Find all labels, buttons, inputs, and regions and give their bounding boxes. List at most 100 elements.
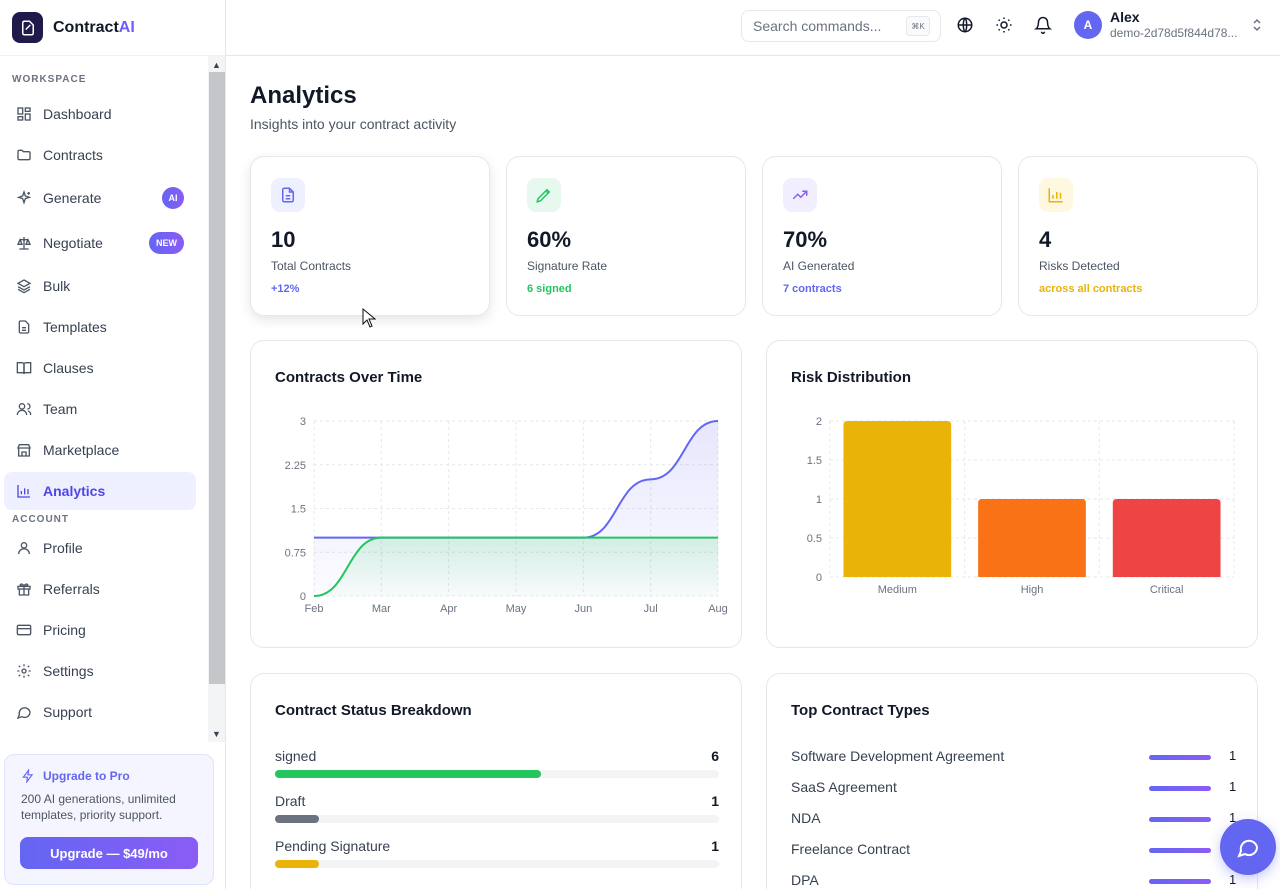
store-icon — [17, 444, 31, 457]
sidebar-item-bulk[interactable]: Bulk — [4, 267, 196, 305]
contracts-over-time-card: Contracts Over Time 0 0.75 1.5 2.25 3 Feb Mar A… — [250, 340, 742, 648]
sidebar-item-pricing[interactable]: Pricing — [4, 611, 196, 649]
upgrade-card: Upgrade to Pro 200 AI generations, unlim… — [4, 754, 214, 885]
brand[interactable]: ContractAI — [0, 0, 226, 56]
stat-card-risks-detected[interactable]: 4 Risks Detected across all contracts — [1018, 156, 1258, 316]
sidebar-item-clauses[interactable]: Clauses — [4, 349, 196, 387]
type-name: Software Development Agreement — [791, 748, 1005, 764]
sidebar-item-label: Team — [43, 401, 78, 417]
upgrade-description: 200 AI generations, unlimited templates,… — [21, 792, 176, 822]
x-tick-label: Critical — [1150, 584, 1184, 596]
upgrade-button[interactable]: Upgrade — $49/mo — [20, 837, 198, 869]
users-icon — [16, 403, 32, 416]
stat-card-ai-generated[interactable]: 70% AI Generated 7 contracts — [762, 156, 1002, 316]
sidebar-item-label: Support — [43, 704, 93, 720]
pen-icon — [527, 178, 561, 212]
type-bar — [1149, 817, 1211, 822]
risk-distribution-card: Risk Distribution 0 0.5 1 1.5 2 Medium High Cri… — [766, 340, 1258, 648]
type-count: 1 — [1229, 748, 1237, 763]
topbar: Search commands... ⌘K A Alex demo-2d78d5… — [226, 0, 1280, 56]
stat-value: 4 — [1039, 227, 1052, 252]
type-name: DPA — [791, 872, 819, 888]
user-icon — [18, 542, 30, 555]
avatar[interactable]: A — [1074, 11, 1102, 39]
sidebar-item-analytics[interactable]: Analytics — [4, 472, 196, 510]
y-tick-label: 0.75 — [285, 547, 306, 559]
user-name[interactable]: Alex — [1110, 9, 1140, 25]
sidebar-item-dashboard[interactable]: Dashboard — [4, 95, 196, 133]
upgrade-title: Upgrade to Pro — [21, 769, 197, 783]
sidebar-item-referrals[interactable]: Referrals — [4, 570, 196, 608]
gear-icon — [17, 664, 31, 678]
page-title: Analytics — [250, 82, 357, 109]
sidebar-item-label: Pricing — [43, 622, 86, 638]
scroll-up-icon[interactable]: ▲ — [212, 60, 221, 70]
sidebar-scrollbar-thumb[interactable] — [209, 72, 225, 684]
bell-icon[interactable] — [1034, 16, 1052, 34]
sidebar-item-team[interactable]: Team — [4, 390, 196, 428]
sidebar-item-label: Bulk — [43, 278, 71, 294]
chart-title: Risk Distribution — [791, 369, 912, 386]
status-name: Draft — [275, 793, 306, 809]
stat-label: AI Generated — [783, 259, 855, 273]
stat-card-total-contracts[interactable]: 10 Total Contracts +12% — [250, 156, 490, 316]
message-icon — [16, 707, 31, 720]
sidebar-item-label: Marketplace — [43, 442, 120, 458]
y-tick-label: 0 — [816, 572, 822, 584]
type-name: NDA — [791, 810, 821, 826]
series-line — [313, 536, 718, 597]
search-input[interactable]: Search commands... ⌘K — [741, 10, 941, 42]
trending-up-icon — [783, 178, 817, 212]
line-chart: 0 0.75 1.5 2.25 3 Feb Mar Apr May Jun Jul Aug — [285, 416, 728, 615]
progress-track — [275, 770, 719, 778]
globe-icon[interactable] — [956, 16, 974, 34]
search-placeholder: Search commands... — [753, 18, 882, 34]
bar-high — [978, 499, 1086, 577]
y-tick-label: 0.5 — [807, 533, 822, 545]
stat-value: 60% — [527, 227, 572, 252]
sidebar-item-support[interactable]: Support — [4, 693, 196, 731]
chat-icon — [1237, 839, 1259, 858]
sidebar-item-generate[interactable]: Generate AI — [4, 179, 196, 217]
page-subtitle: Insights into your contract activity — [250, 116, 457, 132]
sidebar-item-marketplace[interactable]: Marketplace — [4, 431, 196, 469]
status-name: Pending Signature — [275, 838, 391, 854]
stat-trend: 7 contracts — [783, 283, 842, 295]
bar-chart-icon — [17, 485, 30, 498]
bar-critical — [1112, 499, 1221, 577]
mouse-cursor-icon — [362, 308, 376, 328]
bar-chart: 0 0.5 1 1.5 2 Medium High Critical — [807, 416, 1235, 596]
stat-card-signature-rate[interactable]: 60% Signature Rate 6 signed — [506, 156, 746, 316]
x-tick-label: Jun — [574, 603, 592, 615]
chat-button[interactable] — [1220, 819, 1276, 875]
sidebar-item-label: Referrals — [43, 581, 100, 597]
sidebar-item-label: Analytics — [43, 483, 106, 499]
book-icon — [16, 362, 32, 375]
stat-trend: +12% — [271, 283, 300, 295]
user-id: demo-2d78d5f844d78... — [1110, 26, 1238, 40]
x-tick-label: Aug — [708, 603, 728, 615]
stat-label: Risks Detected — [1039, 259, 1120, 273]
series-area — [314, 537, 718, 596]
lightning-icon — [22, 769, 34, 783]
file-icon — [18, 320, 30, 334]
stat-value: 70% — [783, 227, 828, 252]
sun-icon[interactable] — [995, 16, 1013, 34]
sidebar-nav: WORKSPACE Dashboard Contracts Generate A… — [0, 56, 208, 742]
stat-trend: across all contracts — [1039, 283, 1143, 295]
sidebar-item-templates[interactable]: Templates — [4, 308, 196, 346]
dashboard-icon — [17, 107, 31, 121]
scroll-down-icon[interactable]: ▼ — [212, 729, 221, 739]
chevron-updown-icon[interactable] — [1252, 18, 1262, 35]
stat-label: Signature Rate — [527, 259, 608, 273]
status-name: signed — [275, 748, 317, 764]
y-tick-label: 1 — [816, 494, 822, 506]
sidebar-item-negotiate[interactable]: Negotiate NEW — [4, 224, 196, 262]
x-tick-label: May — [506, 603, 527, 615]
type-count: 1 — [1229, 810, 1237, 825]
y-tick-label: 0 — [300, 591, 306, 603]
sidebar-item-settings[interactable]: Settings — [4, 652, 196, 690]
sidebar-item-profile[interactable]: Profile — [4, 529, 196, 567]
progress-fill — [275, 860, 320, 868]
sidebar-item-contracts[interactable]: Contracts — [4, 136, 196, 174]
